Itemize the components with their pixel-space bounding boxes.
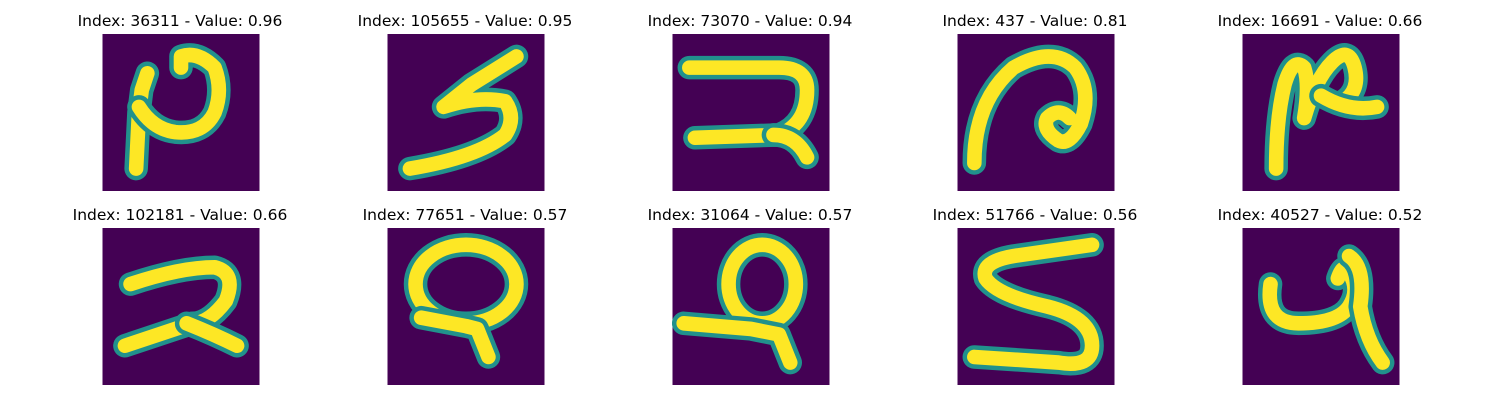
panel-title: Index: 73070 - Value: 0.94 [647,12,853,30]
digit-image [957,228,1115,385]
panel-title: Index: 102181 - Value: 0.66 [72,206,288,224]
panel-title: Index: 51766 - Value: 0.56 [932,206,1138,224]
digit-image [957,34,1115,191]
panel-title: Index: 437 - Value: 0.81 [942,12,1128,30]
panel-title: Index: 36311 - Value: 0.96 [77,12,283,30]
panel-title: Index: 77651 - Value: 0.57 [362,206,568,224]
panel-title: Index: 40527 - Value: 0.52 [1217,206,1423,224]
digit-image [672,34,830,191]
digit-image [672,228,830,385]
digit-image [1242,34,1400,191]
digit-image [1242,228,1400,385]
panel-title: Index: 16691 - Value: 0.66 [1217,12,1423,30]
digit-image [387,34,545,191]
digit-image [387,228,545,385]
digit-image [102,228,260,385]
panel-title: Index: 31064 - Value: 0.57 [647,206,853,224]
digit-image [102,34,260,191]
panel-title: Index: 105655 - Value: 0.95 [357,12,573,30]
